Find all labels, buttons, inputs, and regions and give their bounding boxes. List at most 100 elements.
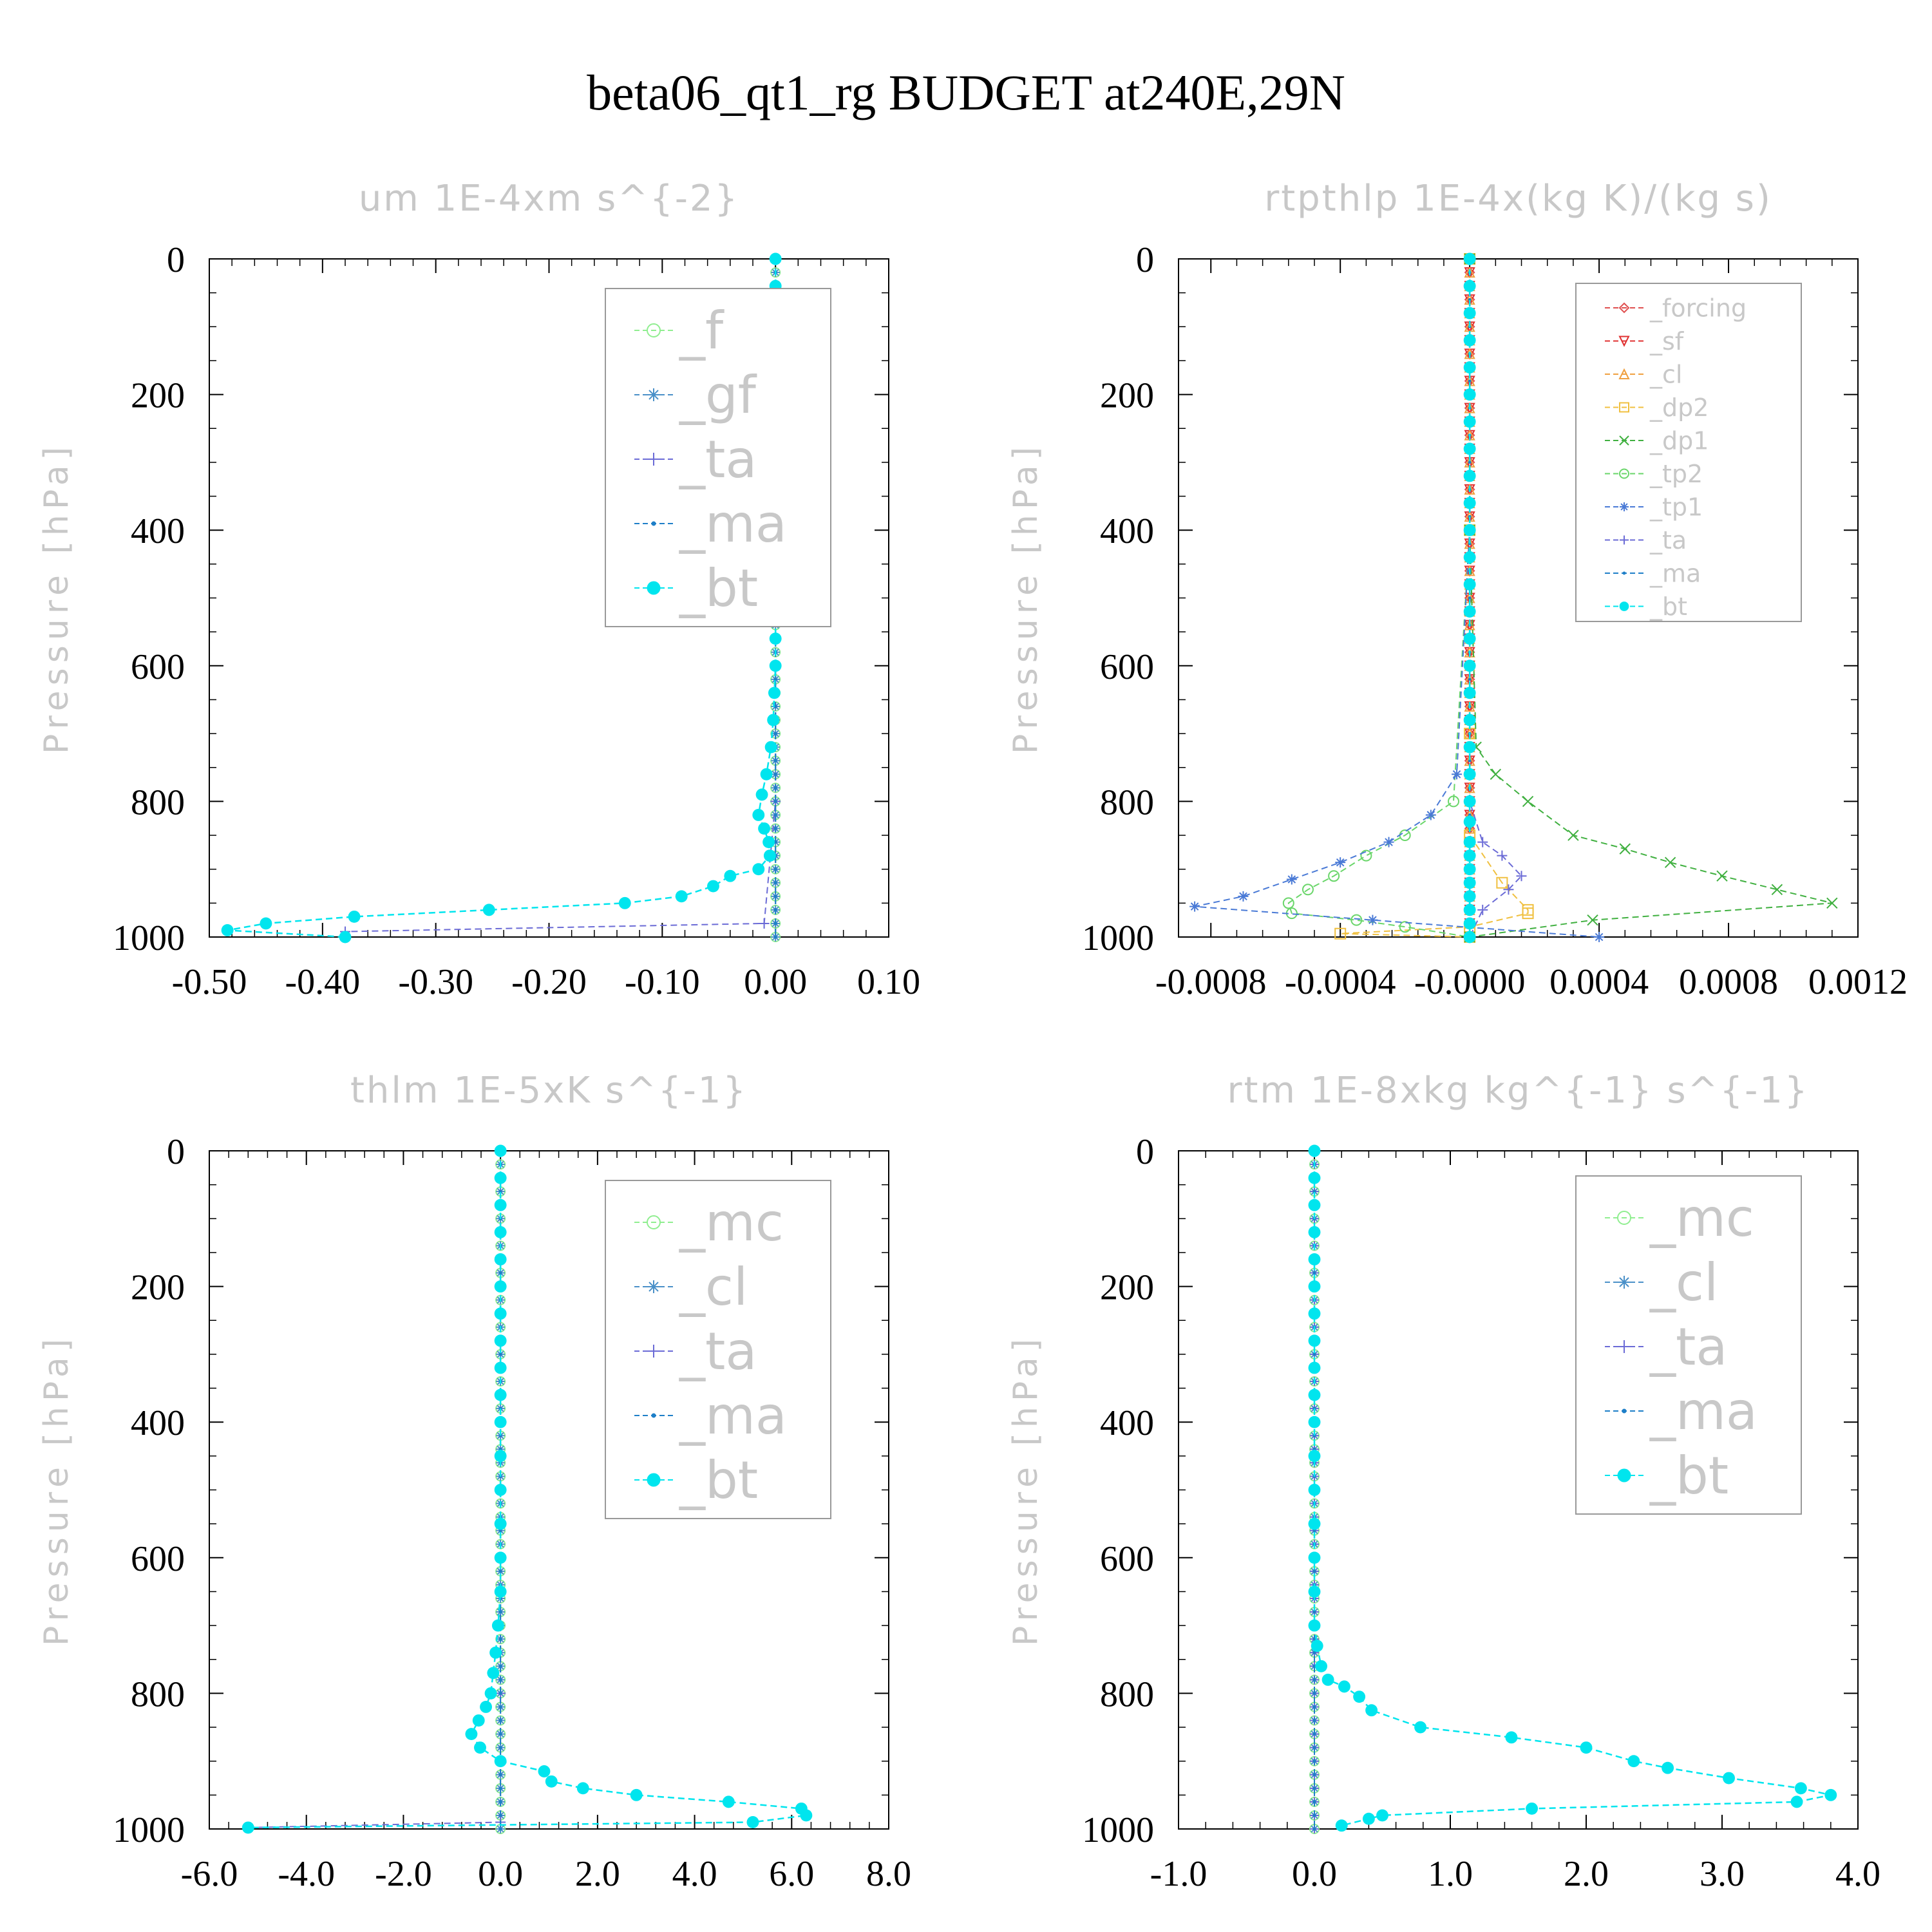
data-point [1338,1680,1350,1693]
y-axis-label: Pressure [hPa] [37,1334,76,1646]
data-point [494,1450,507,1463]
data-point [1463,524,1476,536]
series-tp2 [1282,253,1476,943]
data-point [1362,1812,1375,1825]
data-point [1468,379,1472,383]
data-point [498,1719,502,1722]
data-point [1308,1198,1321,1211]
data-point [1308,1334,1321,1347]
data-point [1414,1721,1427,1734]
data-point [1716,870,1728,882]
data-point [1477,904,1488,915]
data-point [1619,843,1631,855]
data-point [773,935,777,939]
data-point [1312,1719,1316,1722]
legend-item: _ma [634,494,787,554]
data-point [773,867,777,871]
legend-item: _cl [1605,360,1682,388]
data-point [1580,1741,1593,1754]
data-point [1399,921,1411,933]
data-point [260,917,272,930]
data-point [1286,874,1297,885]
x-tick-label: -0.40 [285,962,361,1002]
data-point [1334,927,1347,940]
data-point [1464,782,1475,793]
y-tick-label: 1000 [113,1810,185,1850]
data-point [1312,1773,1316,1777]
data-point [1448,795,1460,808]
x-tick-label: 0.0004 [1549,962,1649,1002]
data-point [647,1473,661,1487]
x-tick-label: 8.0 [866,1854,911,1894]
data-point [800,1809,813,1822]
data-point [494,1198,507,1211]
data-point [494,1416,507,1428]
data-point [1350,914,1363,926]
data-point [1824,1788,1837,1801]
y-tick-label: 1000 [113,918,185,958]
data-point [1468,677,1472,681]
data-point [1622,1408,1627,1414]
data-point [1315,1660,1327,1672]
data-point [1662,1761,1674,1774]
data-point [1463,836,1476,849]
data-point [1365,1704,1378,1717]
legend-item: _bt [1605,592,1687,621]
data-point [489,1646,502,1659]
data-point [1463,442,1476,455]
data-point [724,869,737,882]
legend-item: _cl [1605,1253,1718,1312]
data-point [1312,1678,1316,1681]
data-point [1594,932,1605,942]
data-point [545,1775,558,1788]
x-tick-label: 0.10 [857,962,920,1002]
data-point [767,714,780,726]
y-tick-label: 200 [131,1268,185,1308]
legend-item: _sf [1605,327,1685,355]
y-tick-label: 200 [1100,1268,1154,1308]
data-point [1463,632,1476,645]
data-point [1587,914,1598,926]
y-tick-label: 400 [131,1403,185,1443]
data-point [763,849,776,862]
data-point [221,924,234,936]
legend-item: _ta [1605,526,1687,554]
legend-label: _cl [679,1257,748,1317]
data-point [480,1701,492,1713]
series-line [1469,259,1522,938]
data-point [773,813,777,817]
data-point [707,880,719,893]
chart-panel-1: um 1E-4xm s^{-2} Pressure [hPa] 0 200 400 600… [37,178,920,1002]
data-point [1367,914,1378,925]
y-axis-label: Pressure [hPa] [37,442,76,754]
data-point [494,1253,507,1265]
y-tick-label: 800 [1100,782,1154,822]
data-point [1464,822,1475,834]
chart-title: um 1E-4xm s^{-2} [359,178,739,220]
y-tick-label: 600 [1100,1539,1154,1579]
legend-label: _bt [679,1450,758,1510]
data-point [348,910,361,923]
data-point [1463,849,1476,862]
data-point [752,809,765,821]
x-tick-label: -0.0008 [1155,962,1267,1002]
data-point [651,1413,656,1418]
data-point [722,1795,735,1808]
data-point [1664,857,1676,868]
y-tick-label: 800 [131,782,185,822]
data-point [647,1280,660,1293]
data-point [1622,571,1626,575]
data-point [1516,871,1527,882]
y-tick-label: 400 [1100,511,1154,551]
data-point [465,1728,478,1741]
data-point [1312,1705,1316,1709]
chart-panel-2: rtpthlp 1E-4x(kg K)/(kg s) Pressure [hPa]… [1007,178,1908,1002]
data-point [1463,551,1476,564]
data-point [1794,1782,1807,1795]
legend-item: _bt [1605,1446,1728,1506]
data-point [1463,307,1476,319]
data-point [498,1746,502,1750]
data-point [1463,768,1476,781]
data-point [1463,469,1476,482]
legend-item: _f [634,301,724,361]
